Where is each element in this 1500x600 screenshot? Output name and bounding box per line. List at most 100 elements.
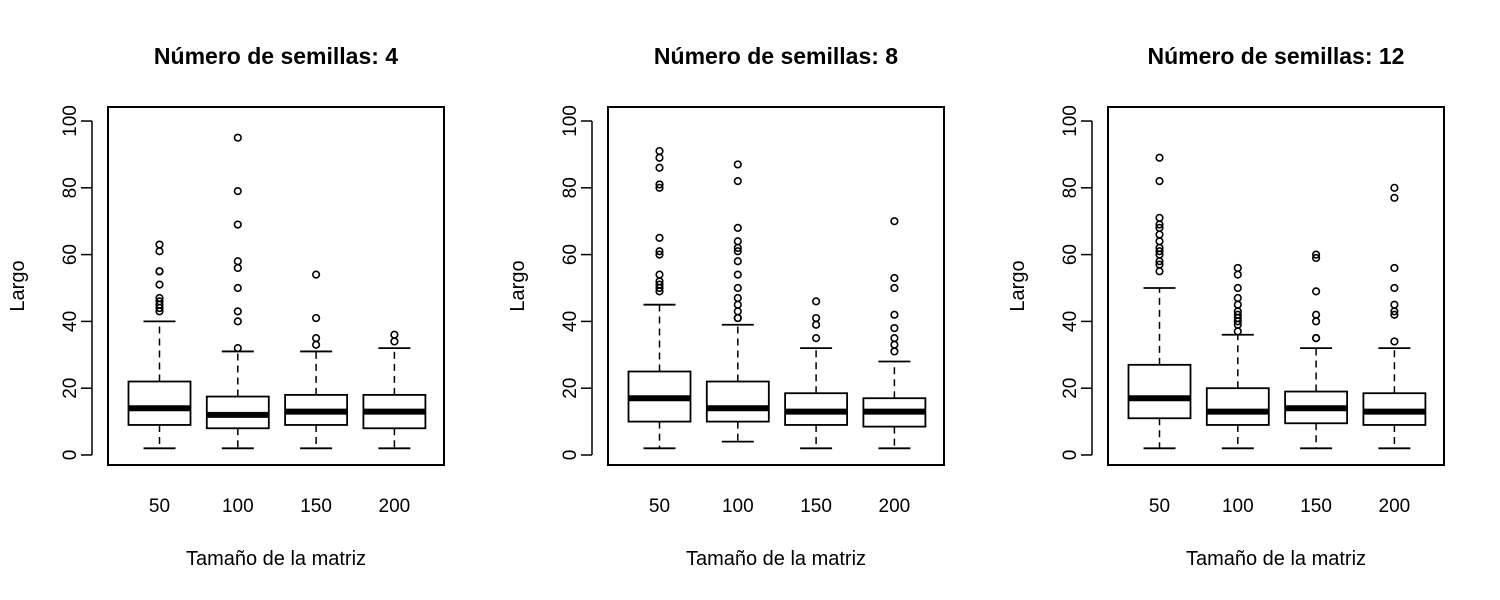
outlier-point <box>1233 293 1242 303</box>
x-axis-label: Tamaño de la matriz <box>186 548 366 570</box>
y-tick-label: 40 <box>560 311 581 332</box>
outlier-point <box>1390 193 1399 202</box>
outlier-point <box>233 220 242 229</box>
outlier-point <box>1390 283 1399 293</box>
box-150 <box>784 297 848 450</box>
outlier-point <box>655 280 664 289</box>
outlier-point <box>733 307 742 316</box>
outlier-point <box>233 317 242 326</box>
outlier-point <box>233 283 242 293</box>
y-tick-label: 40 <box>60 311 81 332</box>
outlier-point <box>733 223 742 232</box>
chart-title: Número de semillas: 4 <box>154 43 398 69</box>
y-tick-label: 0 <box>560 450 581 461</box>
outlier-point <box>733 313 742 323</box>
y-tick-label: 20 <box>1060 378 1081 399</box>
box-100 <box>705 160 770 443</box>
box-150 <box>1284 250 1348 450</box>
outlier-point <box>655 250 664 259</box>
outlier-point <box>733 257 742 266</box>
outlier-point <box>655 183 664 192</box>
box-iqr <box>1205 387 1270 426</box>
chart-panel-2: Número de semillas: 8 0 20 40 60 80 100 Largo 50… <box>507 43 945 570</box>
x-tick-label: 100 <box>222 496 254 517</box>
plot-frame <box>107 106 445 466</box>
x-tick-label: 100 <box>722 496 754 517</box>
outlier-point <box>733 237 742 246</box>
y-axis-label: Largo <box>507 260 529 311</box>
outlier-point <box>1233 310 1242 319</box>
outlier-point <box>890 347 899 356</box>
y-tick-label: 20 <box>560 378 581 399</box>
outlier-point <box>390 337 399 346</box>
outlier-point <box>1155 237 1164 246</box>
outlier-point <box>233 344 242 353</box>
outlier-point <box>890 334 899 343</box>
y-tick-label: 100 <box>60 105 81 137</box>
outlier-point <box>1390 263 1399 273</box>
y-tick-label: 100 <box>560 105 581 137</box>
outlier-point <box>1155 223 1164 232</box>
outlier-point <box>390 330 399 339</box>
outlier-point <box>811 313 821 323</box>
y-tick-label: 80 <box>560 177 581 198</box>
x-tick-label: 150 <box>300 496 332 517</box>
outlier-point <box>1311 250 1321 259</box>
outlier-point <box>1311 287 1321 296</box>
box-200 <box>862 217 927 450</box>
x-tick-label: 100 <box>1222 496 1254 517</box>
outlier-point <box>155 267 164 276</box>
outlier-point <box>155 240 164 249</box>
outlier-point <box>811 320 821 329</box>
chart-panel-3: Número de semillas: 12 0 20 40 60 80 100 Largo 5… <box>1007 43 1445 570</box>
box-50 <box>627 146 692 450</box>
y-tick-label: 60 <box>560 244 581 265</box>
outlier-point <box>890 323 899 333</box>
x-tick-label: 200 <box>879 496 911 517</box>
outlier-point <box>312 334 321 343</box>
x-axis-label: Tamaño de la matriz <box>1186 548 1366 570</box>
outlier-point <box>1233 270 1242 279</box>
outlier-point <box>233 307 242 316</box>
outlier-point <box>733 160 742 169</box>
outlier-point <box>1155 247 1164 256</box>
outlier-point <box>1233 327 1242 336</box>
y-tick-label: 20 <box>60 378 81 399</box>
outlier-point <box>733 247 742 256</box>
chart-title: Número de semillas: 8 <box>654 43 898 69</box>
x-tick-label: 50 <box>149 496 170 517</box>
outlier-point <box>155 297 164 306</box>
outlier-point <box>655 233 664 242</box>
box-50 <box>127 240 192 450</box>
y-axis-label: Largo <box>1007 260 1029 311</box>
box-100 <box>205 133 270 450</box>
outlier-point <box>1233 263 1242 273</box>
outlier-point <box>811 334 821 343</box>
outlier-point <box>655 153 664 162</box>
x-tick-label: 200 <box>1379 496 1411 517</box>
chart-title: Número de semillas: 12 <box>1148 43 1405 69</box>
outlier-point <box>233 187 242 196</box>
outlier-point <box>655 180 664 189</box>
outlier-point <box>1155 230 1164 239</box>
x-tick-label: 150 <box>1300 496 1332 517</box>
plot-frame <box>1107 106 1445 466</box>
outlier-point <box>890 340 899 349</box>
x-tick-label: 150 <box>800 496 832 517</box>
outlier-point <box>811 297 821 306</box>
box-50 <box>1127 153 1192 450</box>
y-tick-label: 0 <box>60 450 81 461</box>
outlier-point <box>233 263 242 273</box>
outlier-point <box>1155 213 1164 222</box>
x-tick-label: 50 <box>649 496 670 517</box>
box-iqr <box>705 380 770 423</box>
outlier-point <box>655 163 664 172</box>
outlier-point <box>733 177 742 186</box>
outlier-point <box>1155 260 1164 269</box>
y-tick-label: 60 <box>60 244 81 265</box>
outlier-point <box>312 313 321 323</box>
outlier-point <box>1311 310 1321 319</box>
outlier-point <box>312 340 321 349</box>
outlier-point <box>155 293 164 303</box>
outlier-point <box>733 300 742 309</box>
